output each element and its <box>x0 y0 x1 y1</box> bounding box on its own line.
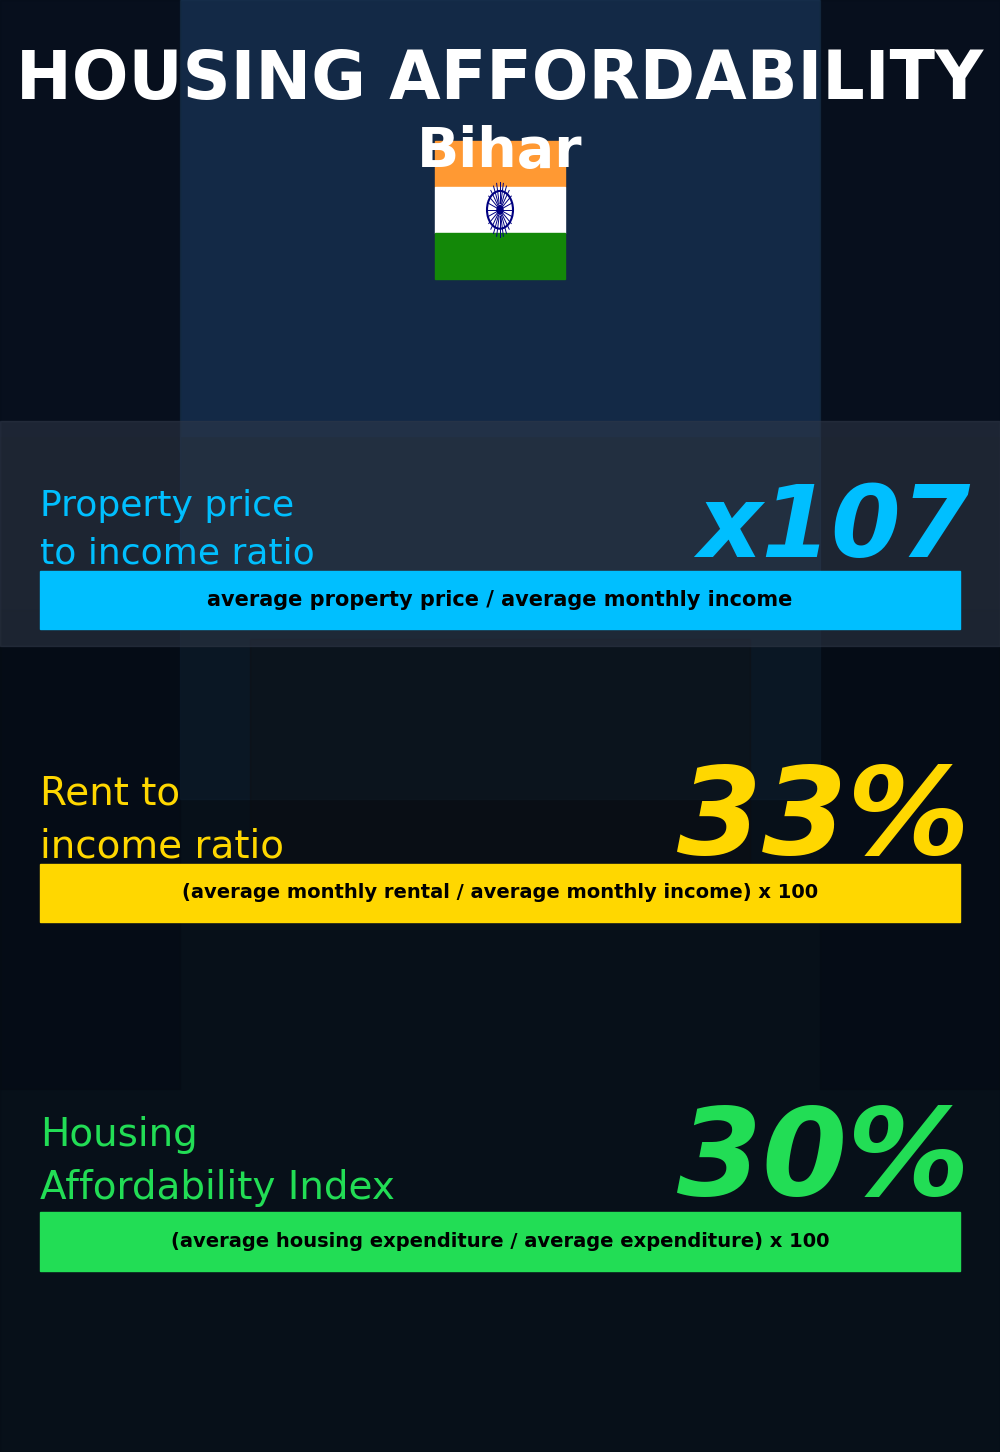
Bar <box>820 0 1000 1089</box>
Bar <box>40 864 960 922</box>
Text: Rent to
income ratio: Rent to income ratio <box>40 775 284 865</box>
Bar <box>0 421 1000 646</box>
Text: Property price
to income ratio: Property price to income ratio <box>40 489 315 571</box>
Bar <box>250 639 750 900</box>
Text: 30%: 30% <box>677 1104 970 1220</box>
Bar <box>0 0 180 1089</box>
Circle shape <box>497 205 503 215</box>
Bar <box>435 141 565 187</box>
Bar <box>40 571 960 629</box>
Bar <box>435 232 565 279</box>
Bar <box>0 0 1000 436</box>
Text: Housing
Affordability Index: Housing Affordability Index <box>40 1117 395 1207</box>
Text: HOUSING AFFORDABILITY: HOUSING AFFORDABILITY <box>16 46 984 113</box>
Bar <box>40 1212 960 1270</box>
Bar <box>180 0 820 799</box>
Text: (average monthly rental / average monthly income) x 100: (average monthly rental / average monthl… <box>182 883 818 903</box>
Text: average property price / average monthly income: average property price / average monthly… <box>207 590 793 610</box>
Text: Bihar: Bihar <box>417 125 583 180</box>
Text: (average housing expenditure / average expenditure) x 100: (average housing expenditure / average e… <box>171 1231 829 1252</box>
Text: x107: x107 <box>697 482 970 578</box>
Text: 33%: 33% <box>677 762 970 878</box>
Bar <box>0 610 1000 1452</box>
Bar <box>435 187 565 232</box>
